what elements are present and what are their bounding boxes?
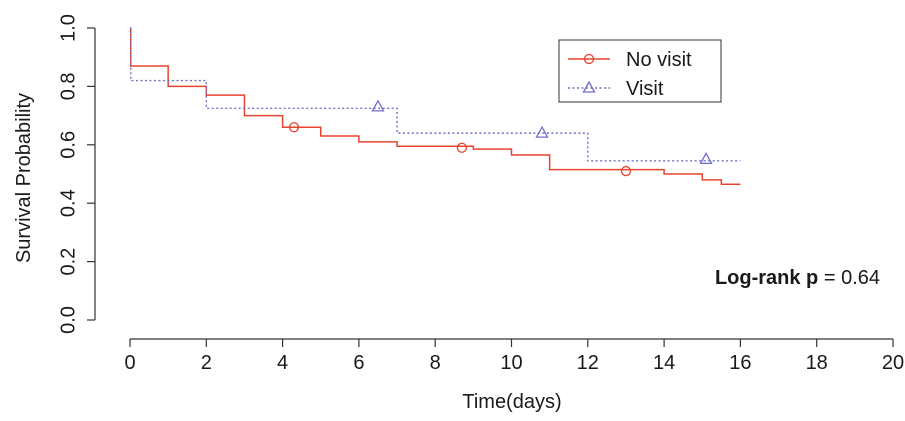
censor-marker-circle xyxy=(288,122,300,133)
y-axis-title: Survival Probability xyxy=(13,93,35,263)
x-tick-label: 18 xyxy=(806,352,828,374)
legend-marker-circle xyxy=(583,53,595,65)
x-tick-label: 12 xyxy=(577,352,599,374)
censor-marker-triangle xyxy=(699,152,713,165)
legend-label-no-visit: No visit xyxy=(626,49,692,71)
y-axis: 0.0 0.2 0.4 0.6 0.8 1.0 xyxy=(57,14,96,334)
x-tick-label: 8 xyxy=(430,352,441,374)
x-tick-label: 16 xyxy=(729,352,751,374)
x-tick-label: 10 xyxy=(500,352,522,374)
censor-marker-triangle xyxy=(535,125,549,138)
y-tick-label: 0.6 xyxy=(57,131,79,159)
x-tick-label: 14 xyxy=(653,352,675,374)
y-tick-label: 0.0 xyxy=(57,306,79,334)
log-rank-value: = 0.64 xyxy=(818,267,880,289)
x-tick-label: 6 xyxy=(353,352,364,374)
legend: No visit Visit xyxy=(558,39,722,103)
x-tick-label: 4 xyxy=(277,352,288,374)
censor-marker-circle xyxy=(620,165,632,177)
y-tick-label: 0.4 xyxy=(57,189,79,217)
legend-marker-triangle xyxy=(582,80,596,93)
log-rank-label: Log-rank p xyxy=(715,267,818,289)
y-tick-label: 0.2 xyxy=(57,248,79,276)
log-rank-annotation: Log-rank p = 0.64 xyxy=(715,267,880,289)
x-tick-label: 0 xyxy=(124,352,135,374)
x-tick-label: 2 xyxy=(201,352,212,374)
x-axis-title: Time(days) xyxy=(462,391,561,413)
x-tick-label: 20 xyxy=(882,352,904,374)
series-line-no-visit xyxy=(130,27,741,185)
series-line-visit xyxy=(130,27,741,162)
y-tick-label: 1.0 xyxy=(57,14,79,42)
legend-label-visit: Visit xyxy=(626,78,664,100)
censor-marker-circle xyxy=(456,142,468,153)
plot-area xyxy=(130,27,741,185)
y-tick-label: 0.8 xyxy=(57,72,79,100)
x-axis: 0 2 4 6 8 10 12 14 16 18 20 xyxy=(124,338,904,374)
censor-marker-triangle xyxy=(371,99,385,112)
